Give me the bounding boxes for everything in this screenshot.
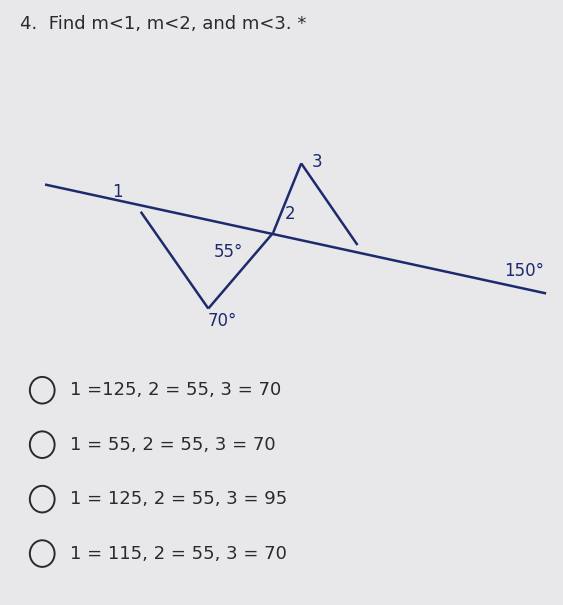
- Text: 1 = 55, 2 = 55, 3 = 70: 1 = 55, 2 = 55, 3 = 70: [70, 436, 276, 454]
- Text: 1 =125, 2 = 55, 3 = 70: 1 =125, 2 = 55, 3 = 70: [70, 381, 282, 399]
- Text: 4.  Find m<1, m<2, and m<3. *: 4. Find m<1, m<2, and m<3. *: [20, 15, 306, 33]
- Text: 1 = 115, 2 = 55, 3 = 70: 1 = 115, 2 = 55, 3 = 70: [70, 544, 287, 563]
- Text: 1 = 125, 2 = 55, 3 = 95: 1 = 125, 2 = 55, 3 = 95: [70, 490, 288, 508]
- Text: 150°: 150°: [504, 261, 544, 280]
- Text: 2: 2: [284, 204, 295, 223]
- Text: 70°: 70°: [207, 312, 236, 330]
- Text: 1: 1: [112, 183, 123, 201]
- Text: 55°: 55°: [214, 243, 243, 261]
- Text: 3: 3: [311, 152, 322, 171]
